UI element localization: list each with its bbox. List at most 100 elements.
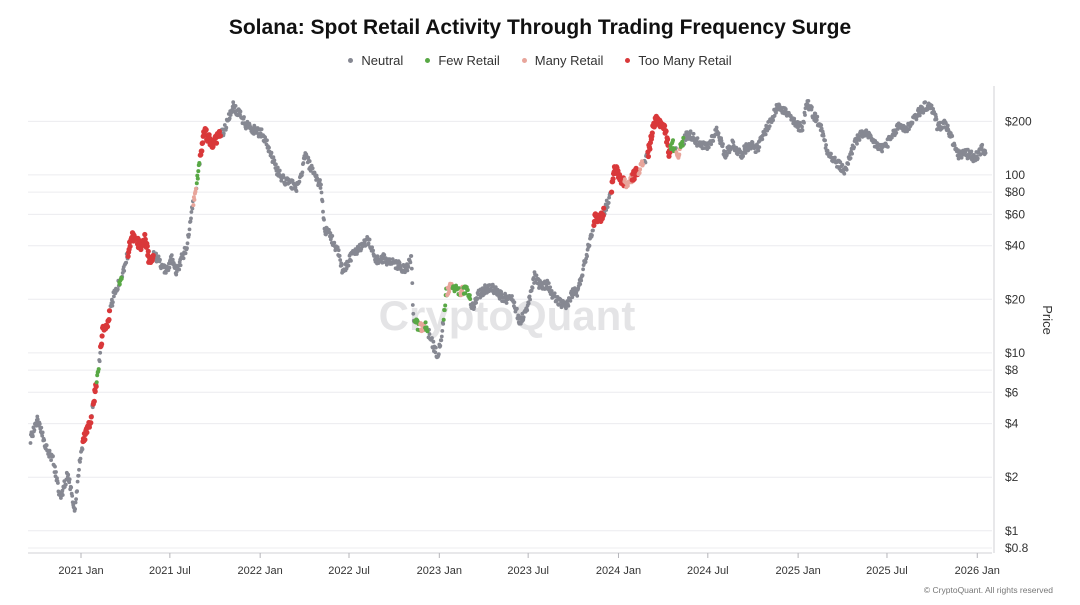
- price-point-neutral: [306, 155, 311, 160]
- price-point-neutral: [80, 447, 85, 452]
- price-point-too-many: [125, 253, 131, 259]
- legend-item-neutral[interactable]: Neutral: [348, 53, 403, 68]
- price-point-neutral: [32, 428, 37, 432]
- price-point-neutral: [310, 166, 315, 171]
- price-point-neutral: [122, 269, 127, 273]
- price-point-too-many: [666, 153, 672, 159]
- price-point-too-many: [99, 341, 105, 347]
- price-point-neutral: [56, 481, 60, 485]
- price-point-neutral: [844, 167, 849, 172]
- price-point-neutral: [185, 241, 190, 246]
- legend-item-many-retail[interactable]: Many Retail: [521, 53, 603, 68]
- price-point-neutral: [174, 272, 179, 277]
- price-point-too-many: [609, 189, 615, 195]
- price-point-neutral: [267, 145, 271, 150]
- price-point-neutral: [73, 507, 77, 511]
- price-point-neutral: [756, 148, 761, 153]
- price-point-neutral: [183, 251, 188, 256]
- price-point-many: [641, 162, 645, 167]
- price-point-few: [96, 367, 101, 372]
- price-point-neutral: [975, 156, 980, 161]
- price-point-too-many: [200, 140, 206, 146]
- price-point-neutral: [823, 138, 827, 143]
- price-point-neutral: [44, 443, 49, 448]
- price-point-too-many: [144, 243, 150, 249]
- price-point-neutral: [259, 127, 264, 132]
- price-point-many: [640, 159, 644, 164]
- price-point-neutral: [691, 131, 696, 136]
- price-point-neutral: [852, 145, 856, 150]
- price-point-neutral: [568, 299, 573, 303]
- price-point-neutral: [503, 291, 507, 296]
- y-tick-label: $6: [1005, 385, 1019, 399]
- y-tick-label: $40: [1005, 239, 1025, 253]
- legend-item-few-retail[interactable]: Few Retail: [425, 53, 500, 68]
- price-point-neutral: [409, 254, 414, 258]
- price-point-too-many: [665, 136, 671, 142]
- price-point-neutral: [167, 265, 172, 270]
- price-point-few: [680, 143, 685, 148]
- price-point-neutral: [78, 456, 83, 461]
- price-point-neutral: [564, 306, 568, 311]
- price-point-few: [467, 293, 472, 298]
- price-point-neutral: [188, 219, 193, 224]
- price-point-neutral: [187, 227, 192, 232]
- price-point-neutral: [49, 458, 53, 462]
- price-point-neutral: [332, 240, 337, 245]
- y-tick-label: $4: [1005, 417, 1019, 431]
- price-point-too-many: [145, 248, 151, 254]
- price-point-many: [677, 152, 682, 157]
- price-point-neutral: [346, 263, 351, 268]
- price-point-too-many: [104, 324, 111, 330]
- price-point-neutral: [711, 139, 716, 143]
- price-point-too-many: [92, 388, 98, 395]
- copyright-credit: © CryptoQuant. All rights reserved: [923, 585, 1053, 595]
- price-point-many: [191, 203, 196, 208]
- price-point-neutral: [47, 448, 52, 453]
- x-tick-label: 2024 Jan: [596, 565, 641, 577]
- price-point-neutral: [297, 179, 302, 184]
- legend-item-too-many-retail[interactable]: Too Many Retail: [625, 53, 732, 68]
- price-point-neutral: [431, 339, 436, 344]
- price-point-neutral: [534, 273, 539, 278]
- price-point-neutral: [300, 170, 305, 175]
- price-point-too-many: [213, 140, 220, 146]
- x-tick-label: 2021 Jul: [149, 565, 191, 577]
- price-point-neutral: [265, 138, 269, 143]
- legend-label-neutral: Neutral: [361, 53, 404, 68]
- price-point-many: [622, 177, 627, 182]
- price-point-few: [197, 161, 202, 165]
- price-point-neutral: [70, 494, 75, 498]
- price-point-neutral: [814, 118, 819, 122]
- price-point-few: [443, 303, 448, 308]
- price-point-neutral: [886, 145, 890, 149]
- price-point-neutral: [275, 165, 280, 170]
- price-point-too-many: [217, 133, 223, 139]
- price-point-too-many: [199, 148, 205, 154]
- price-point-neutral: [548, 285, 553, 290]
- price-point-few: [423, 320, 428, 325]
- price-point-neutral: [375, 254, 380, 258]
- price-point-neutral: [124, 260, 129, 265]
- price-point-too-many: [99, 333, 105, 339]
- price-point-neutral: [272, 158, 277, 163]
- price-point-neutral: [581, 267, 585, 272]
- legend-label-few-retail: Few Retail: [438, 53, 500, 68]
- price-point-neutral: [320, 199, 325, 204]
- price-point-neutral: [763, 132, 768, 137]
- price-point-neutral: [366, 241, 371, 246]
- price-point-neutral: [725, 152, 729, 157]
- chart-legend: Neutral Few Retail Many Retail Too Many …: [0, 53, 1080, 68]
- price-point-neutral: [731, 140, 736, 145]
- price-point-neutral: [528, 297, 532, 302]
- price-point-neutral: [69, 485, 74, 490]
- price-point-neutral: [39, 425, 44, 430]
- price-point-many: [459, 288, 464, 293]
- price-point-too-many: [106, 317, 112, 323]
- price-point-neutral: [574, 290, 579, 295]
- price-point-too-many: [647, 146, 653, 152]
- y-tick-label: $80: [1005, 185, 1025, 199]
- price-point-neutral: [803, 113, 807, 117]
- price-point-neutral: [164, 271, 168, 275]
- price-point-neutral: [238, 109, 243, 114]
